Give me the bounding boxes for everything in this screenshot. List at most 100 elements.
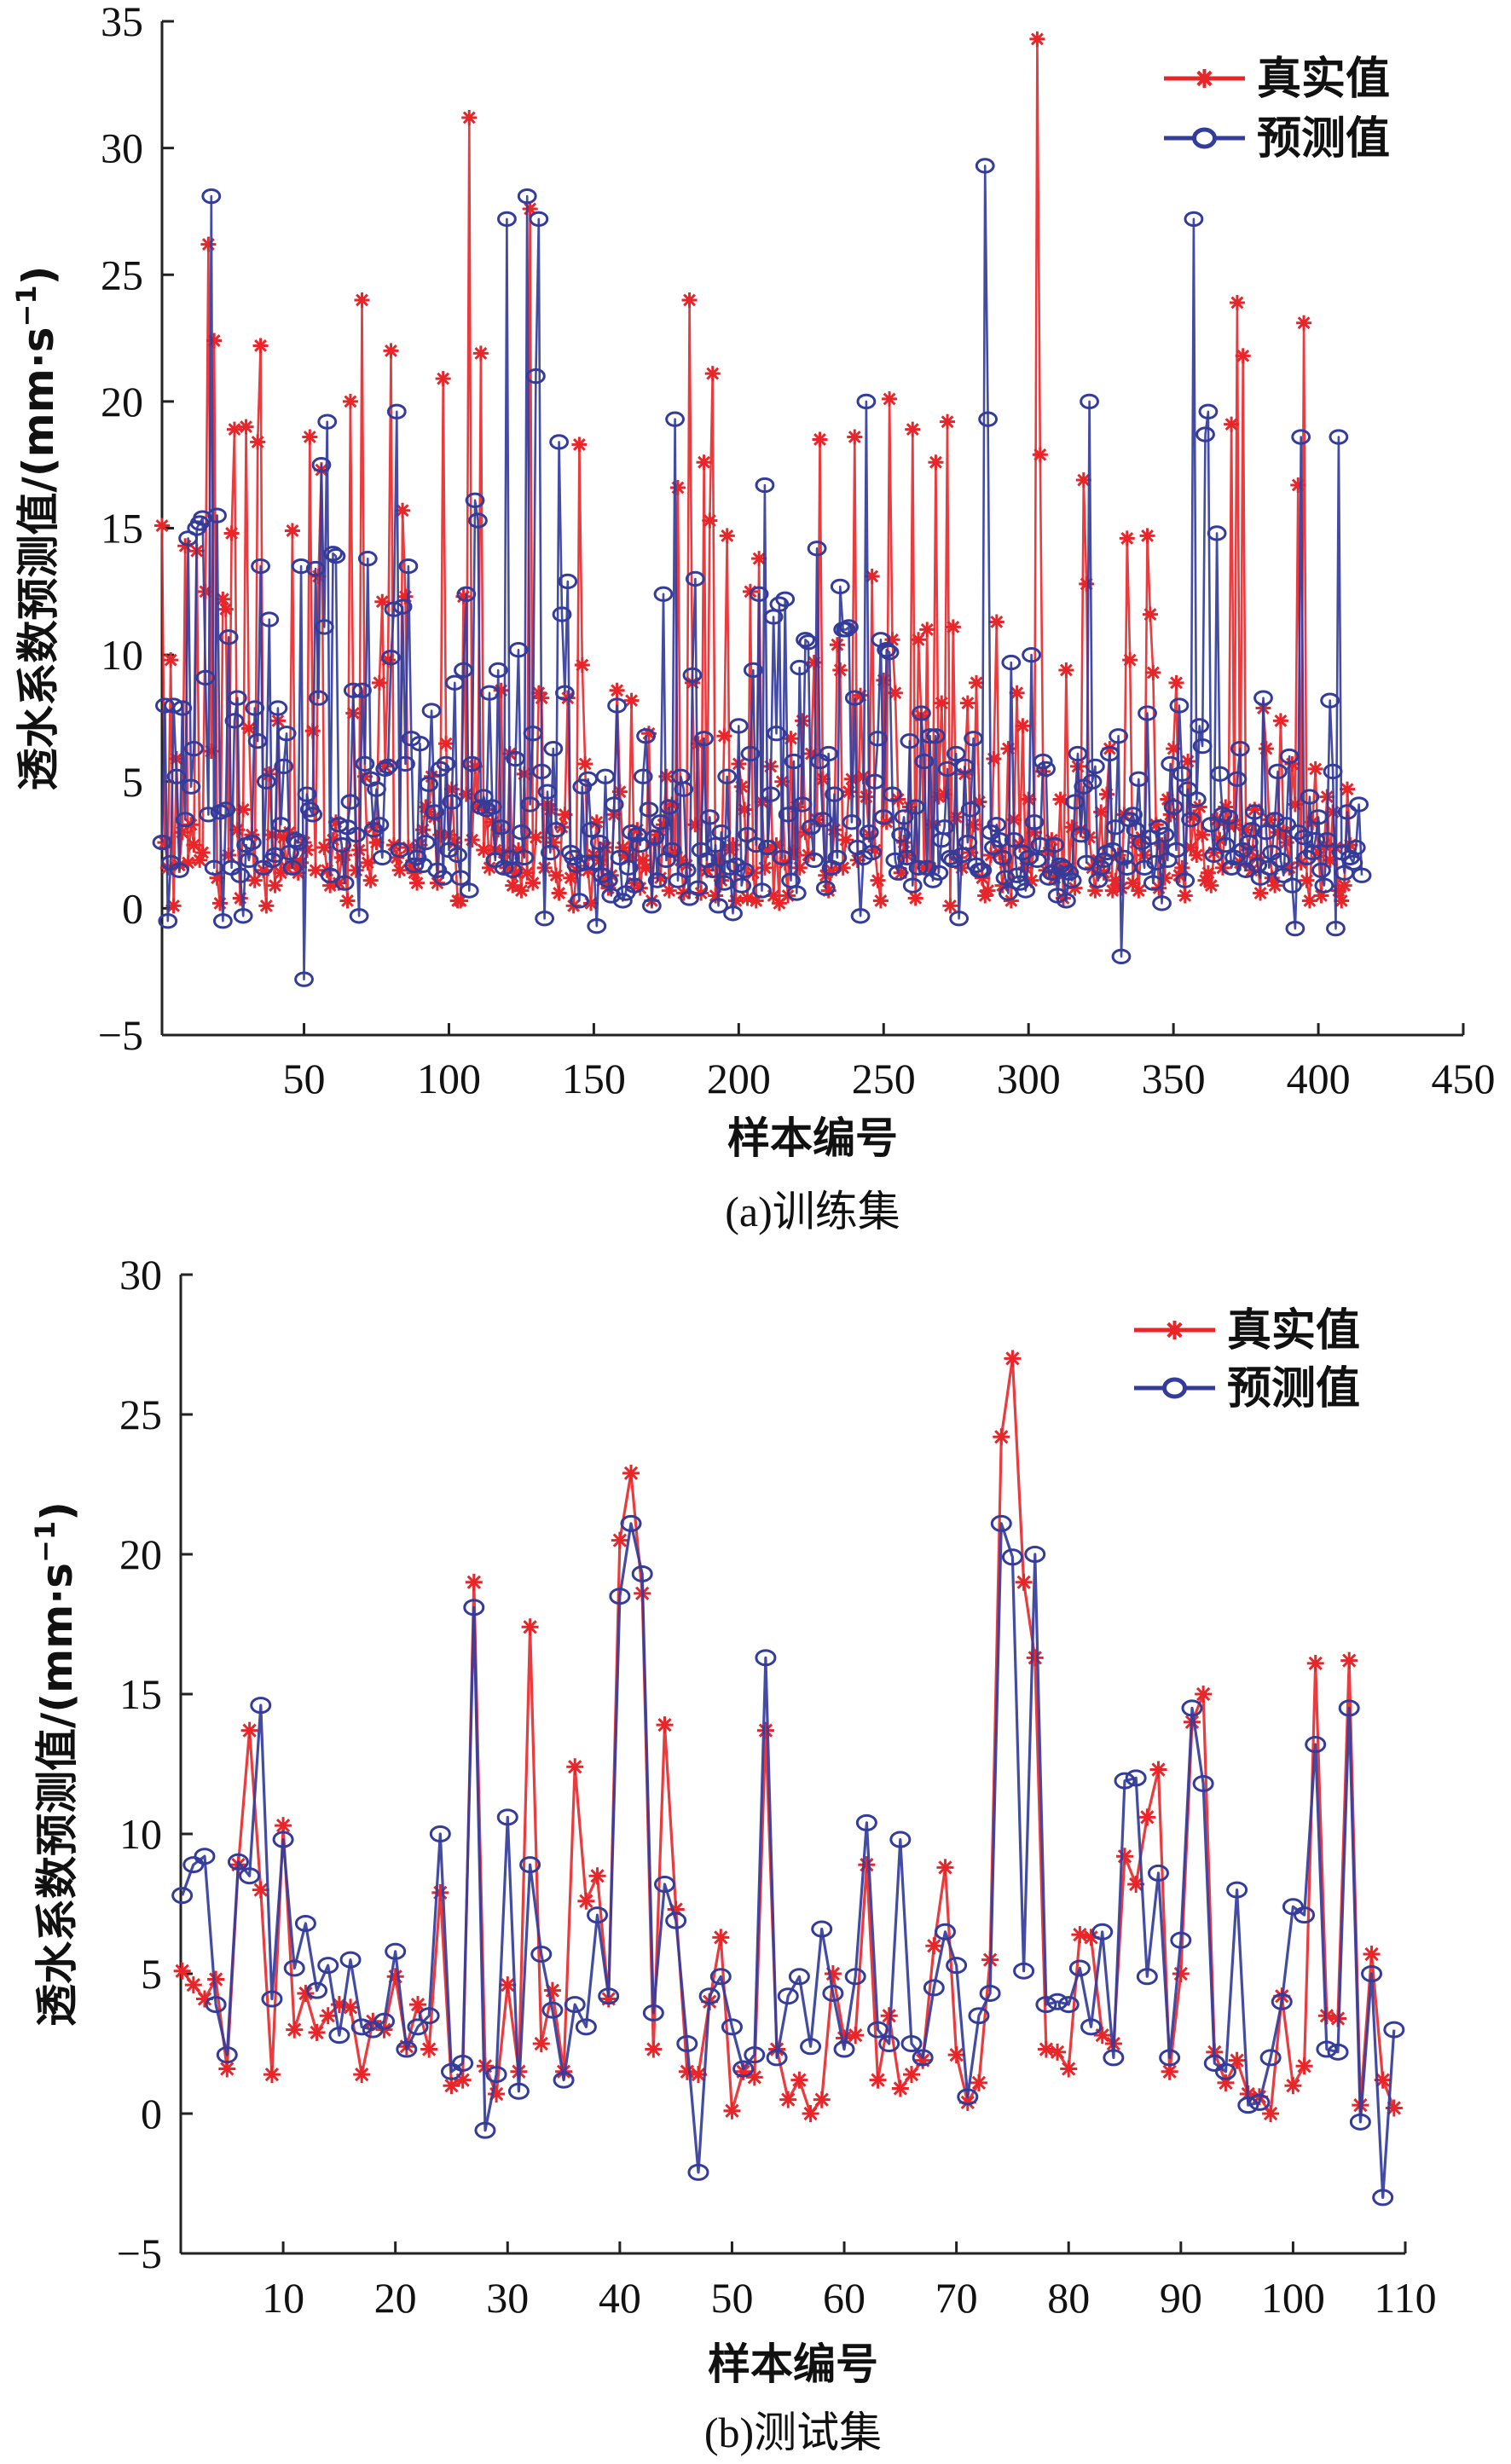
data-point-true (1172, 1965, 1190, 1982)
data-point-pred (1320, 692, 1340, 709)
data-point-pred (1201, 817, 1221, 833)
data-point-pred (604, 796, 624, 813)
data-point-pred (1244, 804, 1265, 820)
data-point-true (1058, 662, 1074, 678)
data-point-pred (631, 1565, 653, 1582)
data-point-true (420, 2040, 438, 2058)
data-point-pred (1013, 1962, 1035, 1980)
data-point-pred (819, 745, 839, 762)
data-point-true (959, 695, 975, 711)
data-point-true (211, 895, 228, 911)
data-point-true (988, 614, 1004, 630)
data-point-pred (888, 865, 908, 881)
data-point-pred (309, 690, 328, 706)
data-point-true (942, 898, 958, 914)
legend-label-pred: 预测值 (1257, 113, 1390, 165)
legend-asterisk-icon (1165, 1321, 1184, 1339)
data-point-pred (314, 619, 334, 635)
data-point-true (588, 1867, 606, 1885)
data-point-pred (1346, 839, 1366, 856)
data-point-pred (1181, 1699, 1203, 1717)
data-point-pred (1237, 2097, 1259, 2114)
data-point-true (1272, 713, 1288, 729)
data-point-pred (935, 819, 955, 836)
data-point-pred (367, 781, 386, 797)
data-point-true (911, 632, 927, 648)
data-point-true (1189, 847, 1205, 863)
data-point-pred (1070, 827, 1091, 843)
data-point-pred (1311, 862, 1331, 878)
data-point-pred (929, 865, 949, 881)
data-point-pred (1210, 766, 1230, 782)
data-point-pred (297, 786, 317, 802)
data-point-pred (541, 2001, 564, 2019)
data-point-pred (1233, 842, 1253, 859)
data-point-true (940, 414, 956, 430)
data-point-true (623, 692, 640, 709)
data-point-pred (436, 755, 456, 772)
data-point-pred (1010, 875, 1030, 891)
data-point-pred (323, 546, 343, 562)
data-point-pred (543, 740, 564, 757)
data-point-pred (800, 2038, 822, 2056)
data-point-true (870, 872, 886, 888)
data-point-pred (1175, 872, 1195, 888)
data-point-pred (1059, 865, 1080, 881)
data-point-pred (587, 1906, 609, 1924)
y-tick-label: 15 (119, 1670, 162, 1718)
data-point-true (223, 525, 240, 541)
y-axis-title: 透水系数预测值/(mm·s−1) (29, 1501, 82, 2027)
data-point-pred (964, 731, 984, 747)
data-point-pred (357, 551, 378, 567)
data-point-pred (867, 2021, 889, 2039)
series-line (181, 1522, 1396, 2199)
data-point-pred (743, 662, 763, 679)
data-point-pred (326, 548, 346, 564)
data-point-pred (668, 872, 688, 888)
data-point-true (829, 637, 845, 653)
data-point-true (391, 862, 408, 878)
data-point-pred (195, 669, 216, 686)
data-point-pred (1294, 1906, 1316, 1924)
data-point-true (461, 109, 478, 125)
data-point-pred (288, 834, 309, 851)
data-point-pred (558, 573, 578, 590)
data-point-pred (694, 731, 714, 747)
data-point-true (521, 1618, 539, 1636)
data-point-pred (1091, 1923, 1114, 1941)
data-point-true (1116, 1848, 1134, 1865)
data-point-pred (512, 824, 531, 841)
data-point-pred (1192, 737, 1213, 755)
data-point-pred (844, 1968, 866, 1986)
data-point-true (577, 755, 593, 772)
data-point-pred (979, 1984, 1001, 2002)
data-point-pred (1268, 763, 1288, 780)
data-point-pred (1033, 753, 1053, 770)
y-tick-label: −5 (98, 1011, 143, 1059)
data-point-pred (218, 629, 239, 645)
data-point-pred (306, 1981, 328, 1999)
data-point-pred (1001, 1548, 1023, 1566)
data-point-true (513, 882, 530, 899)
data-point-true (928, 454, 944, 471)
data-point-pred (171, 1887, 194, 1905)
data-point-true (1296, 315, 1312, 331)
data-point-pred (1253, 690, 1273, 706)
data-point-true (339, 893, 356, 909)
data-point-pred (1109, 728, 1128, 744)
data-point-pred (375, 761, 396, 778)
data-point-pred (276, 726, 297, 742)
data-point-pred (294, 971, 314, 987)
data-point-pred (792, 796, 813, 813)
data-point-pred (259, 611, 280, 628)
data-point-pred (1128, 771, 1149, 787)
data-point-true (872, 893, 889, 909)
data-point-pred (676, 862, 697, 878)
data-point-pred (1035, 1996, 1057, 2014)
data-point-pred (468, 512, 488, 529)
data-point-pred (256, 773, 276, 790)
data-point-pred (194, 1848, 216, 1865)
data-point-true (847, 2027, 865, 2045)
data-point-true (194, 844, 211, 860)
data-point-pred (699, 809, 720, 825)
